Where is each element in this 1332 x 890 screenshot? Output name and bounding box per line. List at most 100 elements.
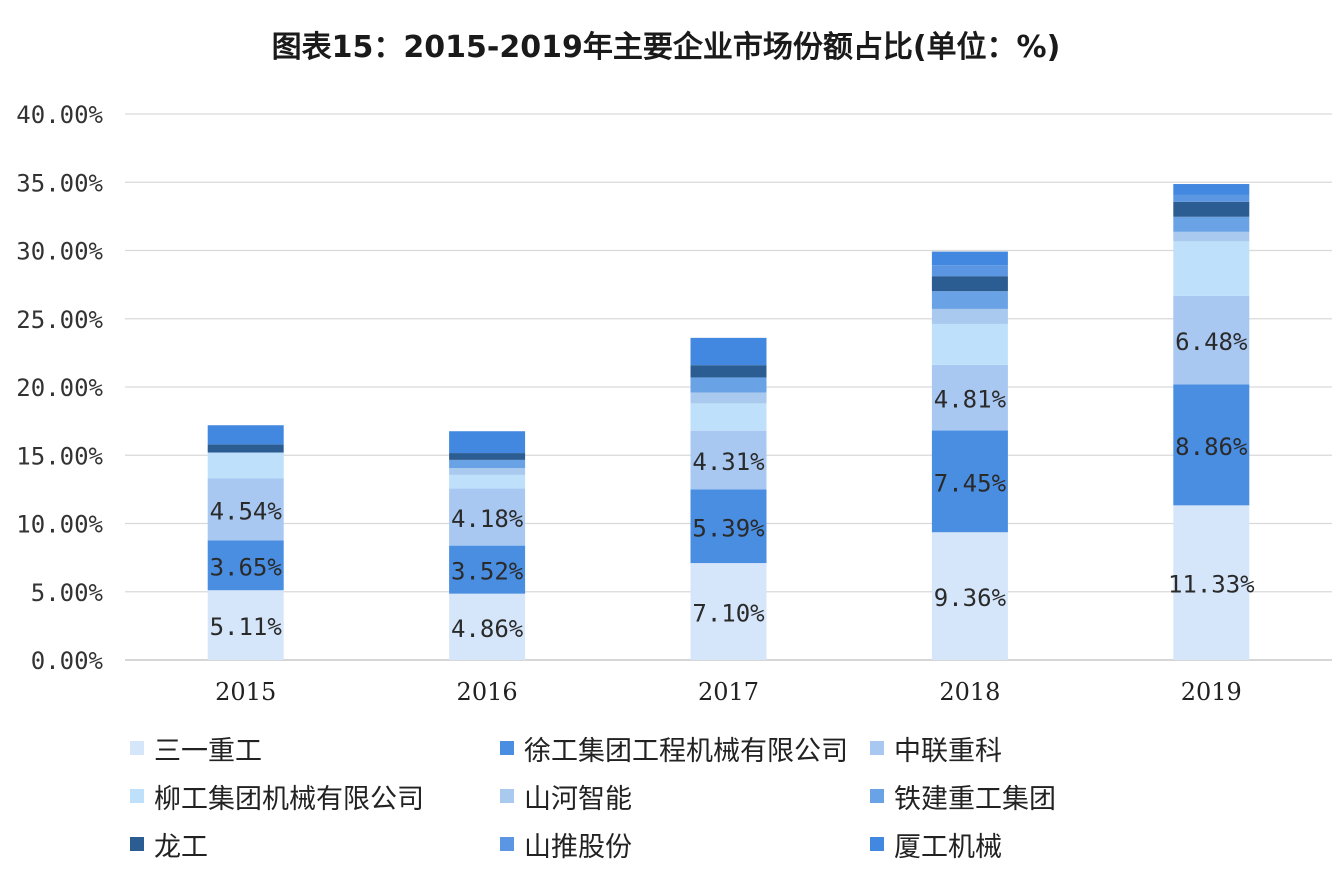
x-tick-label: 2016 — [457, 678, 518, 706]
legend-item: 山河智能 — [500, 776, 632, 816]
data-label: 5.11% — [210, 613, 283, 641]
bar-segment — [207, 478, 284, 541]
x-tick-label: 2017 — [698, 678, 759, 706]
bar-segment — [1173, 241, 1250, 296]
chart-title: 图表15：2015-2019年主要企业市场份额占比(单位：%) — [271, 30, 1061, 65]
bar-segment — [449, 474, 526, 489]
x-tick-label: 2015 — [215, 678, 276, 706]
bar-segment — [1173, 194, 1250, 202]
legend-swatch — [870, 741, 884, 755]
bar-segment — [690, 489, 767, 564]
bar-segment — [449, 431, 526, 454]
bar-segment — [931, 364, 1008, 431]
legend-swatch — [870, 789, 884, 803]
legend-swatch — [130, 741, 144, 755]
bar-segment — [931, 532, 1008, 660]
bar-segment — [449, 545, 526, 594]
y-tick-label: 20.00% — [16, 374, 103, 402]
bar-segment — [931, 251, 1008, 266]
bar-segment — [931, 265, 1008, 277]
data-label: 3.52% — [451, 558, 524, 586]
legend-swatch — [500, 837, 514, 851]
data-label: 4.86% — [451, 615, 524, 643]
bar-segment — [207, 540, 284, 591]
y-axis-ticks: 0.00% 5.00% 10.00% 15.00% 20.00% 25.00% 30.00%… — [16, 101, 103, 675]
bar-segment — [931, 308, 1008, 324]
bar-segment — [1173, 295, 1250, 385]
legend-item: 铁建重工集团 — [870, 776, 1056, 816]
bar-segment — [690, 337, 767, 366]
stacked-bar-chart: 0.00% 5.00% 10.00% 15.00% 20.00% 25.00% 30.00%… — [16, 101, 1332, 706]
legend-swatch — [130, 837, 144, 851]
legend-swatch — [870, 837, 884, 851]
bar-segment — [1173, 216, 1250, 232]
data-label: 4.31% — [692, 448, 765, 476]
bars — [207, 184, 1250, 660]
legend-item: 厦工机械 — [870, 824, 1002, 864]
data-label: 4.81% — [934, 386, 1007, 414]
y-tick-label: 30.00% — [16, 238, 103, 266]
legend-item: 中联重科 — [870, 728, 1002, 768]
legend-swatch — [500, 789, 514, 803]
x-tick-label: 2019 — [1181, 678, 1242, 706]
bar-segment — [690, 365, 767, 378]
y-tick-label: 35.00% — [16, 169, 103, 197]
bar-segment — [931, 430, 1008, 533]
bar-segment — [1173, 384, 1250, 506]
bar-segment — [1173, 231, 1250, 242]
data-label: 7.45% — [934, 469, 1007, 497]
data-label: 11.33% — [1168, 571, 1255, 599]
bar-segment — [207, 452, 284, 479]
data-label: 5.39% — [692, 514, 765, 542]
bar-segment — [690, 563, 767, 660]
legend-label: 中联重科 — [894, 735, 1002, 767]
y-tick-label: 10.00% — [16, 511, 103, 539]
legend-swatch — [500, 741, 514, 755]
bar-segment — [931, 291, 1008, 309]
legend-label: 柳工集团机械有限公司 — [154, 783, 424, 815]
data-label: 8.86% — [1175, 433, 1248, 461]
bar-segment — [449, 453, 526, 460]
y-tick-label: 0.00% — [31, 647, 104, 675]
x-axis-ticks: 2015 2016 2017 2018 2019 — [215, 678, 1242, 706]
bar-segment — [449, 488, 526, 546]
data-label: 4.18% — [451, 505, 524, 533]
legend-label: 铁建重工集团 — [894, 783, 1056, 815]
legend-label: 三一重工 — [154, 735, 262, 767]
bar-segment — [207, 425, 284, 445]
bar-segment — [207, 590, 284, 660]
bar-segment — [1173, 505, 1250, 660]
data-labels: 5.11% 3.65% 4.54% 4.86% 3.52% 4.18% 7.10% 5.39%… — [210, 328, 1256, 643]
legend-swatch — [130, 789, 144, 803]
legend-item: 三一重工 — [130, 728, 262, 768]
data-label: 7.10% — [692, 600, 765, 628]
bar-segment — [1173, 184, 1250, 195]
bar-segment — [690, 392, 767, 404]
bar-segment — [931, 276, 1008, 292]
bar-segment — [690, 377, 767, 393]
legend-item: 龙工 — [130, 824, 208, 864]
bar-segment — [690, 403, 767, 431]
y-tick-label: 40.00% — [16, 101, 103, 129]
bar-segment — [1173, 201, 1250, 217]
legend-label: 山河智能 — [524, 783, 632, 815]
bar-segment — [449, 459, 526, 469]
x-tick-label: 2018 — [939, 678, 1000, 706]
bar-segment — [931, 323, 1008, 365]
y-tick-label: 5.00% — [31, 579, 104, 607]
legend-label: 厦工机械 — [894, 831, 1002, 863]
bar-segment — [449, 593, 526, 660]
y-tick-label: 25.00% — [16, 306, 103, 334]
bar-segment — [207, 444, 284, 453]
bar-segment — [690, 430, 767, 490]
legend-item: 徐工集团工程机械有限公司 — [500, 728, 848, 768]
data-label: 9.36% — [934, 584, 1007, 612]
y-tick-label: 15.00% — [16, 442, 103, 470]
bar-segment — [449, 468, 526, 475]
data-label: 4.54% — [210, 497, 283, 525]
legend-label: 山推股份 — [524, 831, 632, 863]
legend-label: 龙工 — [154, 831, 208, 863]
legend-item: 山推股份 — [500, 824, 632, 864]
data-label: 3.65% — [210, 553, 283, 581]
legend-label: 徐工集团工程机械有限公司 — [524, 735, 848, 767]
